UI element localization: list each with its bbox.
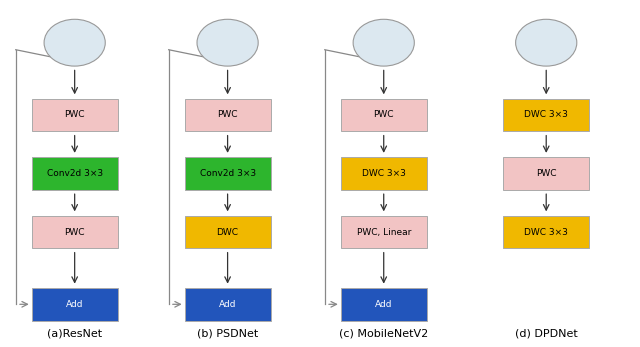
Ellipse shape: [44, 19, 105, 66]
Ellipse shape: [197, 19, 258, 66]
FancyBboxPatch shape: [184, 99, 271, 131]
FancyBboxPatch shape: [184, 288, 271, 321]
FancyBboxPatch shape: [340, 216, 427, 248]
Text: PWC, Linear: PWC, Linear: [356, 228, 411, 237]
FancyBboxPatch shape: [31, 157, 118, 190]
FancyBboxPatch shape: [31, 99, 118, 131]
FancyBboxPatch shape: [184, 216, 271, 248]
Text: Add: Add: [375, 300, 392, 309]
Text: PWC: PWC: [536, 169, 556, 178]
Text: (d) DPDNet: (d) DPDNet: [515, 329, 577, 339]
Text: DWC: DWC: [216, 228, 239, 237]
FancyBboxPatch shape: [340, 288, 427, 321]
FancyBboxPatch shape: [503, 216, 589, 248]
Text: Conv2d 3×3: Conv2d 3×3: [200, 169, 255, 178]
Text: (b) PSDNet: (b) PSDNet: [197, 329, 258, 339]
Ellipse shape: [353, 19, 414, 66]
Text: PWC: PWC: [65, 110, 85, 119]
Text: PWC: PWC: [218, 110, 238, 119]
FancyBboxPatch shape: [340, 99, 427, 131]
Text: Add: Add: [219, 300, 236, 309]
Text: DWC 3×3: DWC 3×3: [524, 228, 568, 237]
Text: Conv2d 3×3: Conv2d 3×3: [47, 169, 103, 178]
FancyBboxPatch shape: [503, 99, 589, 131]
Text: (c) MobileNetV2: (c) MobileNetV2: [339, 329, 428, 339]
Text: DWC 3×3: DWC 3×3: [362, 169, 406, 178]
FancyBboxPatch shape: [503, 157, 589, 190]
Ellipse shape: [516, 19, 577, 66]
FancyBboxPatch shape: [184, 157, 271, 190]
FancyBboxPatch shape: [31, 216, 118, 248]
Text: PWC: PWC: [374, 110, 394, 119]
Text: DWC 3×3: DWC 3×3: [524, 110, 568, 119]
FancyBboxPatch shape: [340, 157, 427, 190]
Text: PWC: PWC: [65, 228, 85, 237]
FancyBboxPatch shape: [31, 288, 118, 321]
Text: (a)ResNet: (a)ResNet: [47, 329, 102, 339]
Text: Add: Add: [66, 300, 83, 309]
